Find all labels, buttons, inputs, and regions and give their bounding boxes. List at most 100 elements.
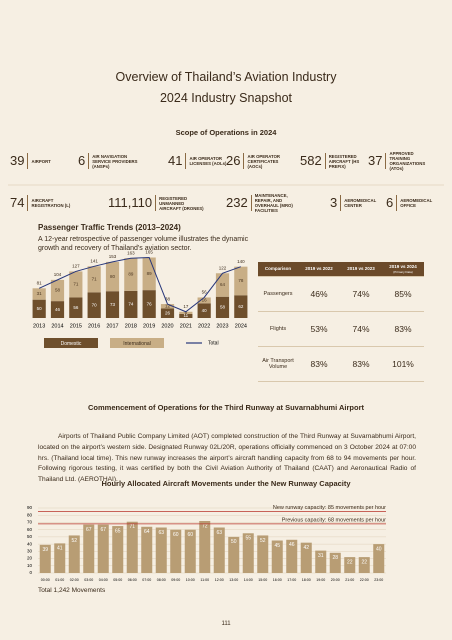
bar [213,527,225,573]
bar [141,526,153,573]
stat-label: AIRCRAFT REGISTRATION (L) [31,198,71,208]
header-cell: Comparison [258,262,298,277]
x-tick-label: 2021 [180,323,192,329]
bar [54,543,66,573]
total-label: 122 [219,265,227,270]
x-tick-label: 20:00 [331,578,340,582]
bar-label: 11 [183,313,188,318]
bar-label: 67 [86,527,92,533]
bar-label: 6 [185,310,188,315]
bar [300,542,312,573]
legend-label: International [123,341,151,347]
bar-label: 64 [220,282,226,287]
bar-label: 31 [37,291,43,296]
bar [155,527,167,573]
stat: 74 AIRCRAFT REGISTRATION (L) [10,192,77,214]
total-label: 153 [109,254,117,259]
x-tick-label: 14:00 [244,578,253,582]
bar-label: 62 [238,304,244,309]
y-tick-label: 10 [27,563,33,568]
legend-label: Domestic [61,341,82,347]
stat: 39 AIRPORT [10,150,77,172]
bar-label: 40 [202,308,208,313]
bar [199,521,211,573]
stat-label: AIRPORT [31,158,51,164]
x-tick-label: 18:00 [302,578,311,582]
legend-swatch [44,338,98,348]
table-header: Comparison 2019 vs 2022 2019 vs 2023 2019 v… [258,262,424,277]
x-tick-label: 2022 [198,323,210,329]
header-cell: 2019 vs 2024 (Primary Data) [382,262,424,277]
bar-label: 50 [231,539,237,545]
stat-label: REGISTERED AIRCRAFT (HS PREFIX) [328,153,360,169]
bar [68,535,80,573]
bar-label: 52 [71,538,77,544]
bar-label: 39 [42,547,48,553]
bar-label: 42 [303,545,309,551]
x-tick-label: 13:00 [229,578,238,582]
bar [39,544,51,573]
x-tick-label: 03:00 [84,578,93,582]
stat-label: REGISTERED UNMANNED AIRCRAFT (DRONES) [159,195,204,211]
comparison-table: Comparison 2019 vs 2022 2019 vs 2023 2019 v… [258,262,424,382]
bar-segment [234,295,248,318]
row-label: Air Transport Volume [258,346,298,382]
bar-segment [124,290,138,318]
bar-segment [50,301,65,318]
x-tick-label: 09:00 [171,578,180,582]
bar-label: 55 [245,536,251,542]
bar-label: 12 [165,303,171,308]
bar-segment [69,271,83,298]
bar [184,529,196,573]
bar [228,536,240,573]
stat-label: APPROVED TRAINING ORGANIZATIONS (ATOs) [389,151,426,171]
bar-segment [69,297,83,318]
x-tick-label: 2019 [143,323,155,329]
value-cell: 83% [340,346,382,382]
stat-label: AEROMEDICAL CENTER [344,198,377,208]
bar-label: 71 [129,524,135,530]
runway-title: Commencement of Operations for the Third… [87,403,364,412]
stat-value: 3 [330,195,342,211]
reference-label: New runway capacity: 85 movements per ho… [273,505,386,511]
x-tick-label: 2018 [125,323,137,329]
y-tick-label: 40 [27,541,33,546]
bar-segment [234,266,248,296]
table-note: (Primary Data) [393,269,413,274]
value-cell: 74% [340,311,382,347]
subtitle: 2024 Industry Snapshot [159,91,293,105]
bar [83,524,95,573]
bar-label: 60 [173,532,179,538]
stat-label: AIR NAVIGATION SERVICE PROVIDERS (ANSPs) [92,153,138,169]
bar-label: 41 [57,546,63,552]
x-tick-label: 02:00 [70,578,79,582]
stat-label: AEROMEDICAL OFFICE [400,198,433,208]
bar-label: 16 [202,298,208,303]
bar-segment [179,313,193,318]
y-tick-label: 90 [27,505,33,510]
stat-value: 26 [226,153,245,169]
stat-value: 6 [386,195,398,211]
y-tick-label: 20 [27,556,33,561]
chart-title: Hourly Allocated Aircraft Movements unde… [101,479,351,488]
row-label: Passengers [258,276,298,312]
x-tick-label: 08:00 [157,578,166,582]
y-tick-label: 0 [29,570,32,575]
page-number: 111 [221,621,231,627]
x-tick-label: 2013 [33,323,45,329]
bar-label: 80 [110,274,116,279]
bar [286,539,298,573]
bar-segment [160,304,175,309]
x-tick-label: 01:00 [55,578,64,582]
stat: 6 AIR NAVIGATION SERVICE PROVIDERS (ANSPs… [78,150,138,172]
stat-value: 74 [10,195,29,211]
value-cell: 101% [382,346,424,382]
legend-label: Total [208,340,219,346]
bar-label: 28 [332,555,338,561]
bar [315,550,327,573]
total-label: 165 [145,250,153,255]
stat-value: 111,110 [108,195,157,211]
header-cell: 2019 vs 2023 [340,262,382,277]
bar-segment [50,279,65,302]
x-tick-label: 2017 [106,323,118,329]
